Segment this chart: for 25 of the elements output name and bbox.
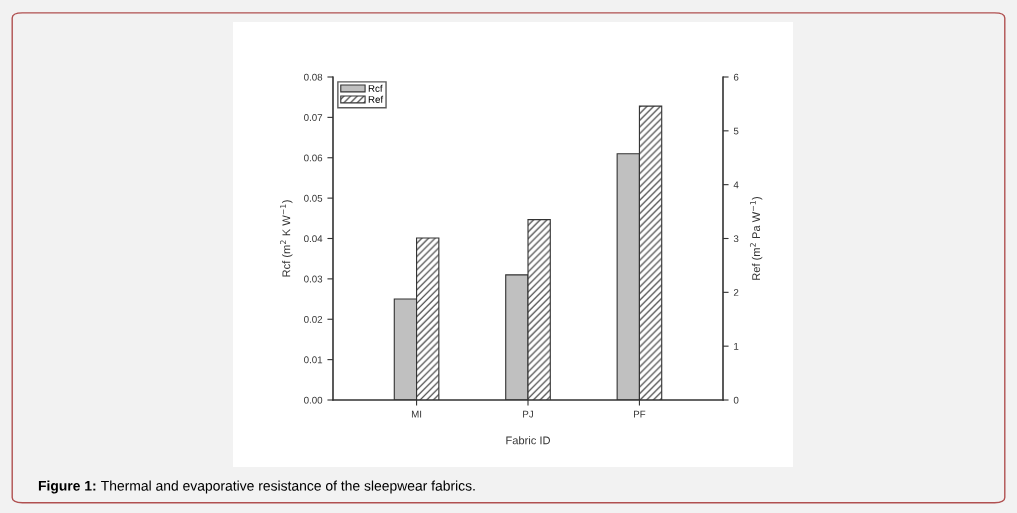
y-tick-label: 0.07 (304, 114, 323, 121)
y2-tick-label: 3 (733, 235, 739, 243)
y-axis-title: Rcf (m$^{2}$ K W$^{−1}$) (280, 200, 293, 277)
y-tick-label: 0.01 (304, 356, 323, 364)
y2-tick-label: 6 (733, 73, 739, 81)
y-tick-label: 0.08 (304, 73, 323, 81)
y2-tick-label: 1 (734, 343, 739, 350)
y2-tick-label: 0 (733, 396, 739, 404)
x-tick-label: MI (411, 410, 422, 418)
caption: Figure 1: Thermal and evaporative resistance of the sleepwear fabrics. (38, 480, 475, 494)
y-tick-label: 0.03 (304, 275, 323, 283)
y-tick-label: 0.06 (304, 154, 323, 162)
y-tick-label: 0.05 (304, 194, 323, 202)
legend-label: Ref (368, 95, 384, 103)
y2-axis-title: Ref (m$^{2}$ Pa W$^{−1}$) (749, 196, 763, 280)
y-tick-label: 0.00 (304, 396, 323, 404)
legend-label: Rcf (368, 84, 383, 92)
x-tick-label: PF (634, 410, 646, 418)
y-tick-label: 0.02 (304, 315, 323, 323)
y2-tick-label: 2 (733, 289, 739, 296)
y-tick-label: 0.04 (304, 235, 323, 243)
y2-tick-label: 4 (733, 181, 739, 189)
x-tick-label: PJ (523, 410, 533, 418)
y2-tick-label: 5 (733, 127, 739, 135)
x-axis-title: Fabric ID (506, 436, 550, 445)
